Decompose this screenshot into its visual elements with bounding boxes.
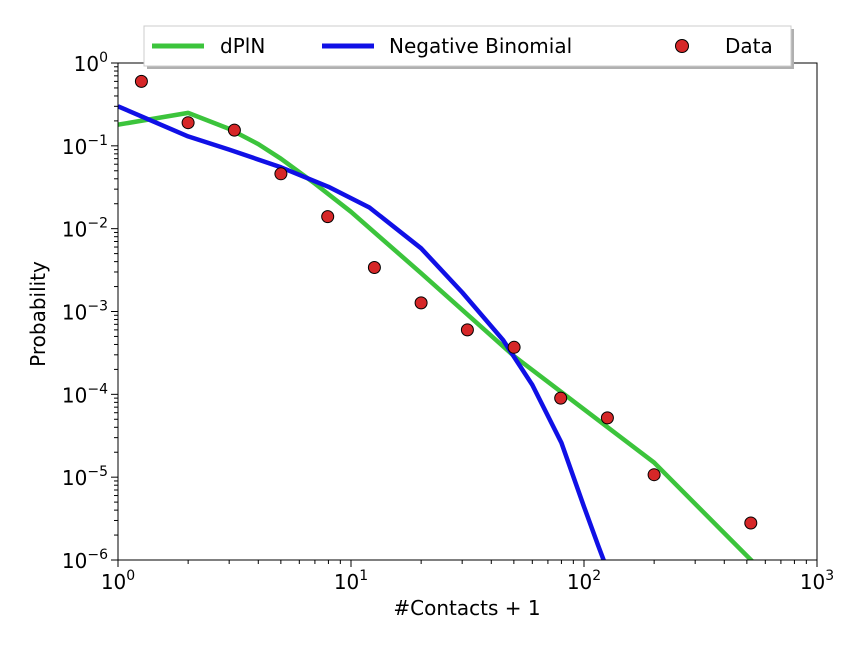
x-tick-label: 102 xyxy=(567,568,601,594)
legend-label-dplN: dPlN xyxy=(220,34,265,58)
x-tick-label: 103 xyxy=(800,568,834,594)
y-tick-label: 10−3 xyxy=(62,299,108,325)
data-point xyxy=(744,516,758,530)
y-tick-label: 10−6 xyxy=(62,547,108,573)
plot-frame xyxy=(117,62,818,561)
data-point xyxy=(321,210,335,224)
data-point xyxy=(181,116,195,130)
data-point xyxy=(414,296,428,310)
y-tick-label: 10−5 xyxy=(62,464,108,490)
x-tick-label: 101 xyxy=(334,568,368,594)
y-tick-label: 10−1 xyxy=(62,133,108,159)
data-point xyxy=(367,261,381,274)
data-point xyxy=(460,323,474,337)
data-point xyxy=(647,468,661,482)
series-line-1 xyxy=(118,104,607,560)
data-point xyxy=(554,391,568,405)
x-axis-title: #Contacts + 1 xyxy=(393,596,540,620)
y-tick-label: 10−2 xyxy=(62,216,108,242)
data-point xyxy=(507,340,521,354)
series-line-0 xyxy=(118,110,755,560)
legend-label-data: Data xyxy=(725,34,773,58)
y-tick-label: 10−4 xyxy=(62,381,108,407)
data-point xyxy=(274,167,288,181)
legend: dPlN Negative Binomial Data xyxy=(143,25,794,69)
y-axis-title: Probability xyxy=(26,261,50,367)
y-tick-label: 100 xyxy=(74,50,108,76)
legend-label-negative-binomial: Negative Binomial xyxy=(389,34,572,58)
y-axis: 100 10−1 10−2 10−3 10−4 10−5 10−6 xyxy=(62,50,118,573)
data-point xyxy=(227,123,241,137)
plot-area xyxy=(118,74,758,560)
x-tick-label: 100 xyxy=(101,568,135,594)
data-point xyxy=(134,74,148,88)
x-axis: 100 101 102 103 xyxy=(101,560,834,594)
data-point xyxy=(600,411,614,425)
legend-swatch-data xyxy=(675,39,689,53)
